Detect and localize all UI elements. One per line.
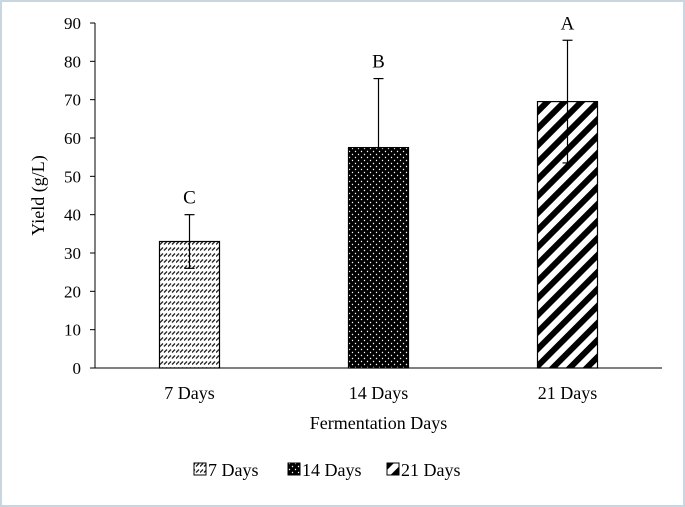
x-axis-title: Fermentation Days (310, 413, 447, 433)
axes (94, 23, 662, 369)
significance-labels: C B A (183, 13, 574, 208)
y-tick-label: 70 (64, 91, 81, 110)
error-bars (184, 39, 573, 269)
x-category-label: 21 Days (538, 383, 598, 403)
y-axis-ticks: 0 10 20 30 40 50 60 70 80 90 (64, 14, 95, 378)
legend-swatch (386, 462, 400, 476)
legend-swatch (193, 462, 207, 476)
significance-label: B (372, 52, 385, 73)
y-tick-label: 10 (64, 321, 81, 340)
y-tick-label: 20 (64, 282, 81, 301)
legend-swatch (287, 462, 301, 476)
y-tick-label: 0 (73, 359, 82, 378)
bar-14-days (347, 146, 410, 369)
legend-label: 7 Days (208, 460, 259, 480)
legend-label: 21 Days (401, 460, 461, 480)
significance-label: A (561, 13, 575, 34)
x-category-label: 7 Days (164, 383, 215, 403)
legend-label: 14 Days (302, 460, 362, 480)
y-tick-label: 80 (64, 52, 81, 71)
y-tick-label: 40 (64, 206, 81, 225)
y-tick-label: 60 (64, 129, 81, 148)
y-tick-label: 50 (64, 167, 81, 186)
y-axis-title: Yield (g/L) (28, 155, 49, 235)
y-tick-label: 90 (64, 14, 81, 33)
legend: 7 Days 14 Days 21 Days (193, 460, 461, 480)
x-category-label: 14 Days (349, 383, 409, 403)
y-tick-label: 30 (64, 244, 81, 263)
significance-label: C (183, 188, 196, 209)
x-axis-categories: 7 Days 14 Days 21 Days (164, 383, 597, 403)
